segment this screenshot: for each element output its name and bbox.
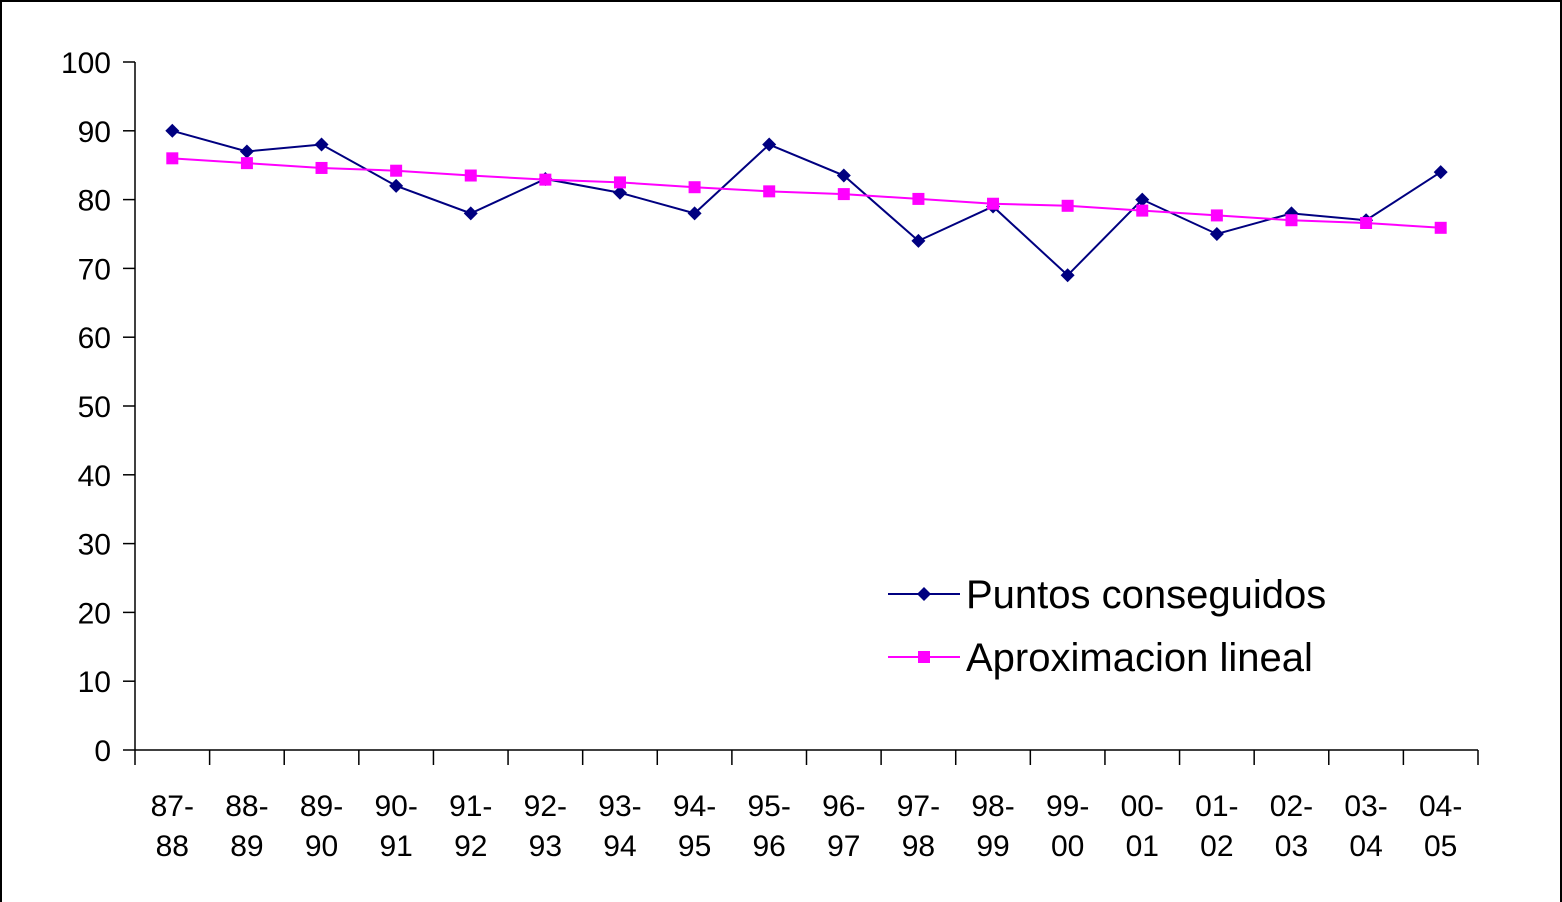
legend-marker <box>918 651 930 663</box>
x-tick-label: 94-95 <box>673 790 716 863</box>
x-tick-label: 98-99 <box>971 790 1014 863</box>
point <box>1434 221 1447 234</box>
x-tick-label: 92-93 <box>524 790 567 863</box>
point <box>1433 165 1448 180</box>
x-tick-label: 00-01 <box>1121 790 1164 863</box>
point <box>389 178 404 193</box>
point <box>762 137 777 152</box>
point <box>1061 199 1074 212</box>
y-tick-label: 60 <box>78 322 111 355</box>
series-line <box>172 157 1441 229</box>
x-tick-label: 01-02 <box>1195 790 1238 863</box>
point <box>539 173 552 186</box>
point <box>314 137 329 152</box>
y-tick-label: 20 <box>78 597 111 630</box>
x-tick-label: 97-98 <box>897 790 940 863</box>
point <box>687 206 702 221</box>
x-tick-label: 89-90 <box>300 790 343 863</box>
point <box>912 192 925 205</box>
point <box>315 161 328 174</box>
legend-label: Aproximacion lineal <box>966 636 1313 680</box>
y-tick-label: 100 <box>61 47 111 80</box>
legend-label: Puntos conseguidos <box>966 573 1326 617</box>
x-tick-label: 99-00 <box>1046 790 1089 863</box>
point <box>166 152 179 165</box>
point <box>688 181 701 194</box>
point <box>165 123 180 138</box>
point <box>1060 268 1075 283</box>
point <box>612 185 627 200</box>
point <box>1285 214 1298 227</box>
x-tick-label: 96-97 <box>822 790 865 863</box>
point <box>911 233 926 248</box>
y-tick-label: 70 <box>78 253 111 286</box>
y-tick-label: 10 <box>78 666 111 699</box>
point <box>390 164 403 177</box>
point <box>1210 209 1223 222</box>
point <box>837 188 850 201</box>
point <box>1136 204 1149 217</box>
point <box>1209 227 1224 241</box>
point <box>240 157 253 170</box>
x-tick-label: 91-92 <box>449 790 492 863</box>
y-tick-label: 30 <box>78 529 111 562</box>
x-tick-label: 03-04 <box>1344 790 1387 863</box>
series-line <box>172 129 1442 277</box>
point <box>987 197 1000 210</box>
legend-marker <box>917 587 931 601</box>
x-tick-label: 88-89 <box>225 790 268 863</box>
point <box>836 168 851 183</box>
y-tick-label: 90 <box>78 116 111 149</box>
x-tick-label: 02-03 <box>1270 790 1313 863</box>
x-tick-label: 95-96 <box>748 790 791 863</box>
x-tick-label: 04-05 <box>1419 790 1462 863</box>
y-tick-label: 50 <box>78 391 111 424</box>
y-tick-label: 80 <box>78 185 111 218</box>
point <box>1135 192 1150 207</box>
point <box>239 144 254 159</box>
x-tick-label: 93-94 <box>598 790 641 863</box>
point <box>463 206 478 221</box>
point <box>1360 216 1373 229</box>
x-tick-label: 90-91 <box>374 790 417 863</box>
point <box>464 169 477 182</box>
point <box>613 176 626 189</box>
x-tick-label: 87-88 <box>151 790 194 863</box>
point <box>763 185 776 198</box>
y-tick-label: 0 <box>94 735 111 768</box>
y-tick-label: 40 <box>78 460 111 493</box>
